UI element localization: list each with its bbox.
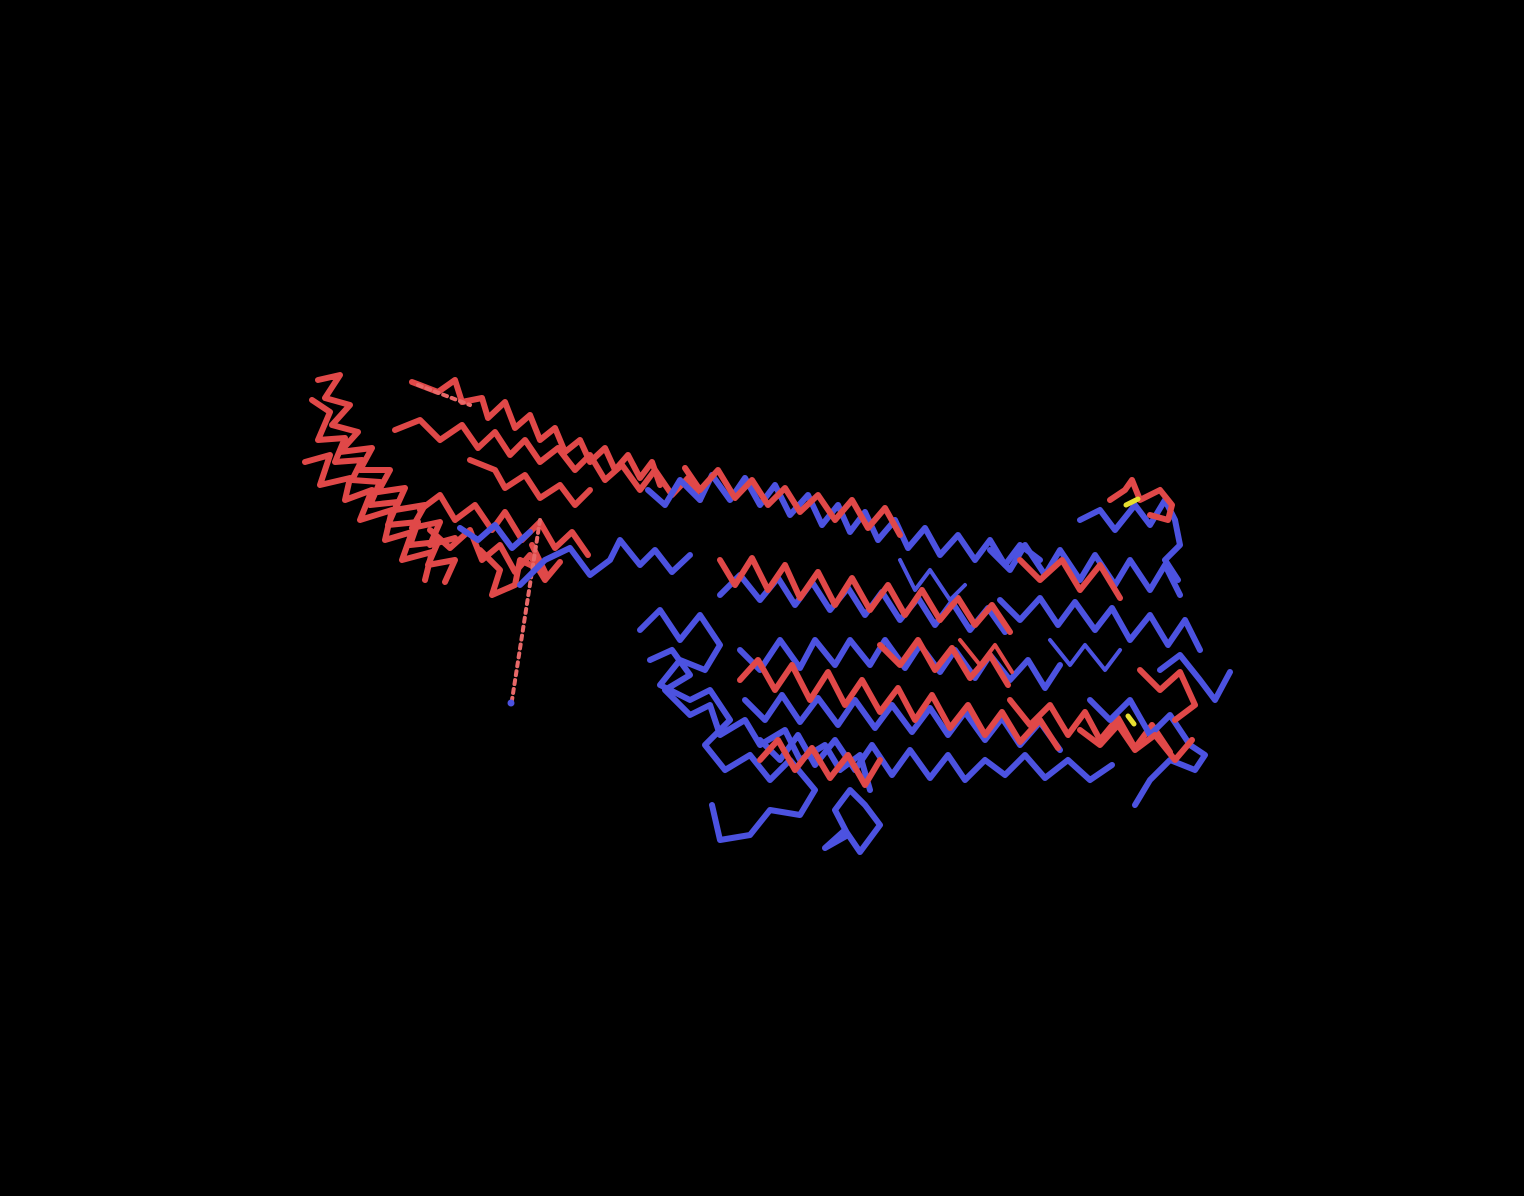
- red-helix-4: [409, 377, 663, 488]
- blue-domain-backbone: [637, 477, 1233, 855]
- blue-loop-1: [637, 607, 818, 843]
- blue-right-low: [1087, 697, 1208, 808]
- red-helix-mid-3: [757, 737, 883, 788]
- mixed-helix-top: [682, 465, 903, 538]
- red-helix-5: [392, 417, 703, 503]
- blue-right-helix-1: [987, 542, 1183, 598]
- blue-right-loop: [1077, 497, 1183, 583]
- red-crosslink-1: [958, 638, 1014, 674]
- blue-short-seg: [457, 522, 533, 551]
- transition-helices: [457, 465, 1043, 588]
- red-right-low: [1077, 722, 1195, 763]
- blue-helix-link: [517, 537, 693, 588]
- sulfur-atom-2: [1125, 713, 1137, 727]
- blue-crosslink-2: [1048, 638, 1122, 672]
- dashed-link-upper: [416, 383, 472, 407]
- blue-helix-low: [757, 732, 1115, 783]
- blue-helix-mid-1: [737, 637, 1063, 691]
- terminal-atom: [507, 699, 515, 707]
- dashed-link: [510, 518, 542, 702]
- blue-right-tail: [1157, 652, 1233, 703]
- red-helix-mid-4: [877, 637, 1011, 688]
- red-helix-mid-5: [1007, 697, 1173, 755]
- red-helix-8: [467, 457, 593, 508]
- red-right-mid: [1017, 557, 1123, 601]
- blue-right-helix-2: [997, 595, 1203, 653]
- red-helix-mid-2: [737, 657, 1061, 751]
- blue-loop-3: [822, 787, 883, 855]
- blue-helix-top: [645, 472, 1043, 568]
- red-helix-6: [417, 492, 591, 558]
- red-right-loop: [1107, 477, 1175, 523]
- red-right-edge: [1137, 667, 1198, 723]
- red-helix-3: [302, 452, 435, 583]
- blue-loop-2: [647, 647, 873, 793]
- red-helix-mid-1: [717, 555, 1013, 635]
- blue-crosslink-1: [898, 558, 967, 602]
- red-helix-2: [309, 397, 458, 585]
- sulfur-atom-1: [1123, 496, 1141, 508]
- red-helix-9: [477, 542, 548, 598]
- red-chain-backbone: [302, 372, 703, 707]
